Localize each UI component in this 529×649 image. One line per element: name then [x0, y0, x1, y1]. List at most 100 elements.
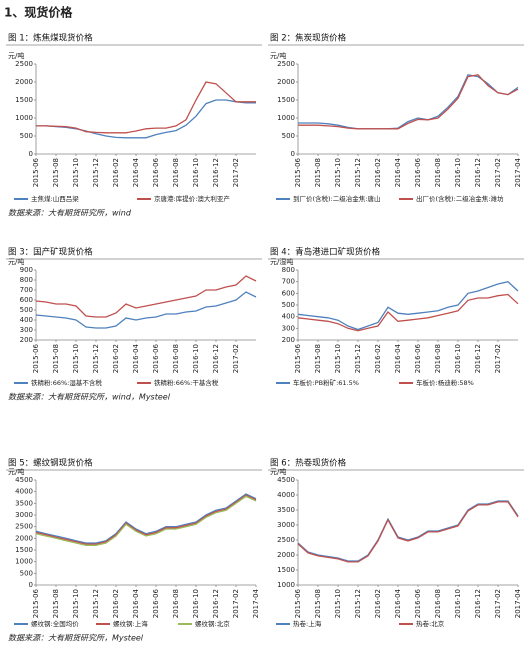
x-tick-label: 2015-08: [314, 589, 322, 618]
x-tick-label: 2015-10: [72, 589, 80, 618]
x-tick-label: 2016-08: [434, 344, 442, 373]
y-tick-label: 1500: [277, 96, 295, 104]
series-line: [36, 81, 256, 134]
y-tick-label: 500: [282, 132, 295, 140]
y-tick-label: 500: [20, 306, 33, 314]
y-tick-label: 200: [282, 336, 295, 344]
y-tick-label: 2500: [15, 523, 33, 531]
x-tick-label: 2015-12: [92, 589, 100, 618]
x-tick-label: 2016-08: [172, 589, 180, 618]
x-tick-label: 2015-06: [32, 588, 40, 618]
y-tick-label: 0: [291, 150, 295, 158]
x-tick-label: 2015-08: [52, 158, 60, 187]
legend-label: 热卷:北京: [416, 619, 445, 628]
y-tick-label: 0: [29, 581, 33, 589]
y-tick-label: 400: [20, 316, 33, 324]
y-tick-label: 300: [282, 324, 295, 332]
x-tick-label: 2016-08: [172, 158, 180, 187]
x-tick-label: 2016-06: [152, 157, 160, 187]
x-tick-label: 2016-12: [474, 344, 482, 373]
y-tick-label: 3500: [15, 499, 33, 507]
series-line: [297, 280, 519, 331]
chart-title: 图 6：热卷现货价格: [270, 458, 347, 469]
legend-label: 铁精粉:66%:干基含税: [154, 378, 219, 387]
y-tick-label: 500: [20, 132, 33, 140]
x-tick-label: 2016-12: [474, 589, 482, 618]
x-tick-label: 2016-06: [152, 343, 160, 373]
chart-title: 图 3：国产矿现货价格: [8, 247, 93, 258]
x-tick-label: 2016-04: [394, 157, 402, 187]
x-tick-label: 2015-10: [334, 344, 342, 373]
legend-label: 车板价:PB粉矿:61.5%: [293, 378, 359, 387]
legend-label: 螺纹钢:上海: [113, 619, 148, 628]
x-tick-label: 2017-02: [232, 158, 240, 187]
x-tick-label: 2015-12: [354, 344, 362, 373]
x-tick-label: 2016-08: [434, 589, 442, 618]
x-tick-label: 2015-08: [52, 589, 60, 618]
y-tick-label: 2000: [277, 78, 295, 86]
legend-label: 铁精粉:66%:湿基不含税: [31, 378, 102, 387]
x-tick-label: 2016-08: [172, 344, 180, 373]
y-unit: 元/吨: [8, 467, 24, 476]
y-tick-label: 4000: [277, 491, 295, 499]
legend-label: 出厂价(含税):二级冶金焦:潍坊: [416, 194, 504, 203]
y-tick-label: 300: [20, 326, 33, 334]
legend-label: 热卷:上海: [293, 619, 322, 628]
x-tick-label: 2016-04: [394, 588, 402, 618]
x-tick-label: 2016-04: [132, 588, 140, 618]
y-tick-label: 800: [282, 266, 295, 274]
x-tick-label: 2016-02: [374, 158, 382, 187]
series-line: [35, 275, 257, 318]
x-tick-label: 2015-12: [354, 158, 362, 187]
y-tick-label: 2500: [277, 536, 295, 544]
x-tick-label: 2016-08: [434, 158, 442, 187]
x-tick-label: 2016-10: [454, 344, 462, 373]
x-tick-label: 2015-12: [354, 589, 362, 618]
legend-label: 车板价:杨迪粉:58%: [416, 378, 474, 387]
x-tick-label: 2017-02: [494, 589, 502, 618]
x-tick-label: 2017-04: [514, 588, 522, 618]
series-line: [298, 74, 519, 130]
x-tick-label: 2016-06: [414, 343, 422, 373]
x-tick-label: 2015-06: [294, 343, 302, 373]
y-tick-label: 700: [20, 286, 33, 294]
x-tick-label: 2016-10: [192, 344, 200, 373]
x-tick-label: 2015-08: [314, 344, 322, 373]
source-note: 数据来源：大有期货研究所，wind，Mysteel: [8, 393, 171, 402]
chart-title: 图 2：焦炭现货价格: [270, 33, 347, 44]
x-tick-label: 2015-06: [32, 157, 40, 187]
y-tick-label: 600: [282, 289, 295, 297]
x-tick-label: 2017-04: [252, 588, 260, 618]
x-tick-label: 2016-10: [454, 158, 462, 187]
x-tick-label: 2016-12: [474, 158, 482, 187]
y-tick-label: 2000: [15, 78, 33, 86]
y-tick-label: 1000: [277, 114, 295, 122]
series-line: [297, 501, 519, 563]
x-tick-label: 2015-12: [92, 344, 100, 373]
series-line: [36, 99, 256, 139]
x-tick-label: 2016-06: [152, 588, 160, 618]
x-tick-label: 2015-12: [92, 158, 100, 187]
y-tick-label: 500: [282, 301, 295, 309]
x-tick-label: 2016-04: [132, 343, 140, 373]
y-tick-label: 900: [20, 266, 33, 274]
y-tick-label: 3000: [277, 521, 295, 529]
y-tick-label: 3000: [15, 511, 33, 519]
x-tick-label: 2016-02: [374, 589, 382, 618]
x-tick-label: 2015-06: [32, 343, 40, 373]
x-tick-label: 2017-02: [232, 344, 240, 373]
x-tick-label: 2016-06: [414, 157, 422, 187]
x-tick-label: 2017-02: [232, 589, 240, 618]
source-note: 数据来源：大有期货研究所，Mysteel: [8, 634, 144, 643]
chart-title: 图 1：炼焦煤现货价格: [8, 33, 93, 44]
series-line: [35, 493, 257, 544]
y-tick-label: 1000: [277, 581, 295, 589]
y-tick-label: 1500: [277, 566, 295, 574]
x-tick-label: 2016-02: [112, 158, 120, 187]
x-tick-label: 2016-06: [414, 588, 422, 618]
y-tick-label: 2500: [277, 60, 295, 68]
section-heading: 1、现货价格: [4, 5, 73, 20]
series-line: [35, 291, 257, 329]
x-tick-label: 2017-04: [514, 157, 522, 187]
x-tick-label: 2015-10: [334, 158, 342, 187]
